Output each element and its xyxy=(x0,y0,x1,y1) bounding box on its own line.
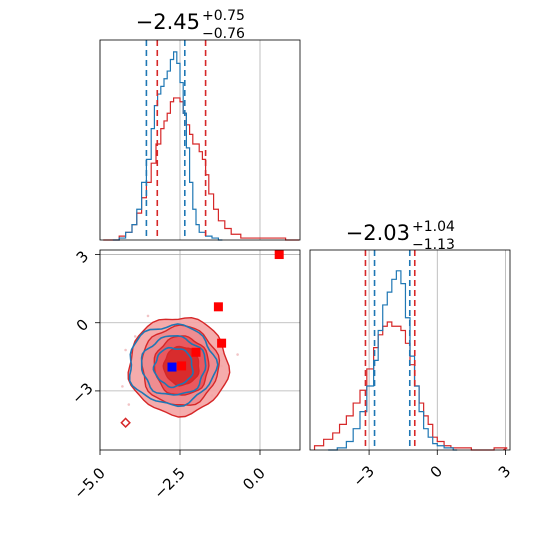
scatter-dot-6 xyxy=(236,353,239,356)
title-param1-plus: +0.75 xyxy=(202,8,245,24)
red-marker-0 xyxy=(274,250,284,260)
blue-contour-1 xyxy=(140,334,207,396)
top-panel-frame xyxy=(99,39,301,241)
title-param2: −2.03 +1.04 −1.13 xyxy=(346,219,455,253)
red-histogram-param2 xyxy=(313,321,508,451)
x-tick-label-1: −2.5 xyxy=(150,464,188,502)
x-tick-label-2: 3 xyxy=(495,462,514,481)
x-tick-label-2: 0.0 xyxy=(239,464,269,494)
scatter-dot-0 xyxy=(124,348,127,352)
blue-histogram-param1 xyxy=(112,51,223,241)
x-tick-label-1: 0 xyxy=(427,462,446,481)
blue-contour-0 xyxy=(128,323,219,408)
title-param2-plus: +1.04 xyxy=(412,219,455,235)
title-param1-median: −2.45 xyxy=(136,10,200,34)
title-param1-minus: −0.76 xyxy=(202,26,245,42)
x-tick-label-0: −5.0 xyxy=(70,464,108,502)
joint-density-panel: −5.0 −2.5 0.0 −3 0 3 xyxy=(68,247,301,503)
blue-contour-2 xyxy=(152,346,194,389)
y-tick-label-1: 0 xyxy=(73,315,92,334)
x-tick-label-0: −3 xyxy=(350,462,378,490)
title-param2-median: −2.03 xyxy=(346,221,410,245)
blue-histogram-param2 xyxy=(328,270,458,451)
scatter-dot-7 xyxy=(121,385,124,388)
red-marker-4 xyxy=(177,361,187,371)
scatter-dot-3 xyxy=(146,314,150,318)
red-marker-1 xyxy=(213,302,223,312)
red-marker-2 xyxy=(217,338,227,348)
title-param2-minus: −1.13 xyxy=(412,237,455,253)
right-panel-frame xyxy=(309,249,511,451)
panel-titles: −2.45 +0.75 −0.76 −2.03 +1.04 −1.13 xyxy=(136,8,455,253)
marginal-histogram-param2: −3 0 3 xyxy=(309,249,514,490)
y-tick-label-0: −3 xyxy=(68,379,96,407)
joint-panel-frame xyxy=(99,249,301,451)
blue-marker-0 xyxy=(167,362,177,372)
outlier-diamond-0 xyxy=(120,417,131,429)
title-param1: −2.45 +0.75 −0.76 xyxy=(136,8,245,42)
scatter-dot-1 xyxy=(127,403,131,406)
y-tick-label-2: 3 xyxy=(73,247,92,266)
red-marker-3 xyxy=(191,347,201,357)
marginal-histogram-param1 xyxy=(99,39,301,241)
scatter-dot-2 xyxy=(133,335,137,338)
red-histogram-param1 xyxy=(103,97,300,241)
